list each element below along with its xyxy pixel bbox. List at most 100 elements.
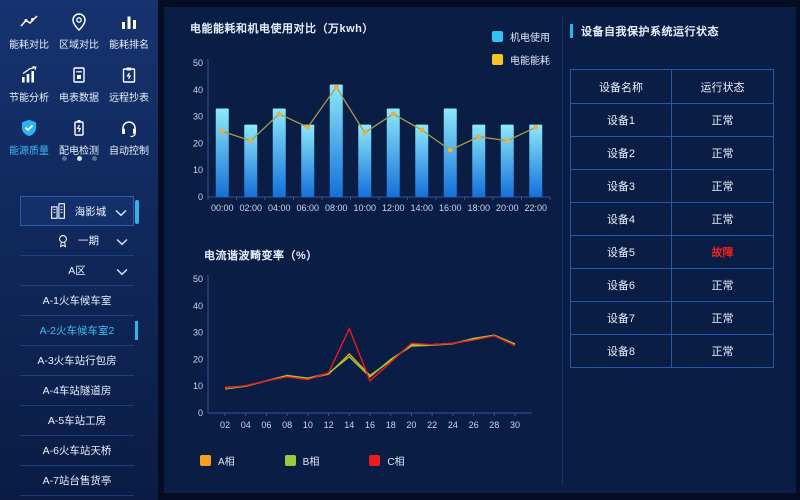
tree-item-6[interactable]: A-3火车站行包房 — [20, 346, 134, 376]
tree-scrollbar-thumb[interactable] — [135, 200, 139, 224]
meter-icon — [69, 65, 89, 85]
svg-text:18: 18 — [386, 420, 396, 430]
tree-item-label: A-5车站工房 — [47, 415, 107, 427]
device-status-cell: 正常 — [711, 346, 734, 358]
device-status-table: 设备名称 运行状态 设备1 正常 设备2 正常 设备3 正常 设备4 正常 设备5 故障 设备6 正常 设备… — [570, 69, 774, 368]
tree-item-7[interactable]: A-4车站隧道房 — [20, 376, 134, 406]
menu-item-5[interactable]: 电表数据 — [54, 65, 104, 104]
menu-item-label: 能源质量 — [9, 146, 49, 157]
pagination-dot-3[interactable] — [91, 156, 97, 161]
device-name-cell: 设备4 — [571, 203, 672, 235]
clipboard-icon — [119, 65, 139, 85]
svg-text:40: 40 — [193, 85, 203, 95]
legend-label: 电能能耗 — [510, 56, 550, 67]
menu-item-7[interactable]: 能源质量 — [4, 118, 54, 157]
table-row: 设备8 正常 — [571, 334, 773, 367]
tree-item-8[interactable]: A-5车站工房 — [20, 406, 134, 436]
tree-item-label: A-1火车候车室 — [42, 295, 112, 307]
svg-text:40: 40 — [193, 301, 203, 311]
panel-divider — [562, 15, 563, 485]
building-icon — [48, 201, 68, 221]
legend-swatch — [284, 455, 296, 466]
svg-text:30: 30 — [193, 328, 203, 338]
svg-text:18:00: 18:00 — [467, 203, 490, 213]
bar-line-chart: 0 10 20 30 40 50 00:00 02:00 04:00 06:00 08:00 10:0… — [193, 58, 551, 213]
legend-item-机电使用[interactable]: 机电使用 — [492, 29, 550, 44]
legend-item-C相[interactable]: C相 — [369, 453, 405, 468]
svg-text:00:00: 00:00 — [211, 203, 234, 213]
tree-item-label: A-4车站隧道房 — [42, 385, 112, 397]
tree-item-1[interactable]: 海影城 — [20, 196, 134, 226]
tree-item-label: A-2火车候车室2 — [39, 325, 115, 337]
menu-item-9[interactable]: 自动控制 — [104, 118, 154, 157]
menu-item-label: 能耗对比 — [9, 40, 49, 51]
menu-item-label: 电表数据 — [59, 93, 99, 104]
table-header-cell: 设备名称 — [571, 70, 672, 103]
legend-item-B相[interactable]: B相 — [284, 453, 320, 468]
menu-item-1[interactable]: 能耗对比 — [4, 12, 54, 51]
chevron-down-icon — [116, 237, 128, 246]
pagination-dot-2[interactable] — [76, 156, 82, 161]
tree-item-4[interactable]: A-1火车候车室 — [20, 286, 134, 316]
tree-item-label: A区 — [68, 265, 86, 277]
table-row: 设备2 正常 — [571, 136, 773, 169]
tree-item-10[interactable]: A-7站台售货亭 — [20, 466, 134, 496]
menu-item-8[interactable]: 配电检测 — [54, 118, 104, 157]
menu-pagination — [0, 156, 158, 161]
svg-text:06: 06 — [261, 420, 271, 430]
table-row: 设备1 正常 — [571, 103, 773, 136]
ranking-icon — [119, 12, 139, 32]
svg-text:16: 16 — [365, 420, 375, 430]
line-chart-legend: A相 B相 C相 — [200, 453, 405, 468]
tree-item-9[interactable]: A-6火车站天桥 — [20, 436, 134, 466]
trend-icon — [19, 12, 39, 32]
line-chart-title: 电流谐波畸变率（%） — [204, 250, 318, 262]
menu-item-2[interactable]: 区域对比 — [54, 12, 104, 51]
tree-item-2[interactable]: 一期 — [20, 226, 134, 256]
tree-item-label: A-7站台售货亭 — [42, 475, 112, 487]
svg-text:20: 20 — [193, 354, 203, 364]
svg-text:24: 24 — [448, 420, 458, 430]
legend-item-A相[interactable]: A相 — [200, 453, 235, 468]
bar-chart-title: 电能能耗和机电使用对比（万kwh） — [190, 23, 374, 35]
device-status-cell: 正常 — [711, 181, 734, 193]
svg-text:28: 28 — [489, 420, 499, 430]
location-tree: 海影城 一期 A区 A-1火车候车室 A-2火车候车室2 A-3火车站行包房 A-4车站隧道… — [0, 196, 158, 496]
svg-text:02: 02 — [220, 420, 230, 430]
svg-text:12:00: 12:00 — [382, 203, 405, 213]
menu-item-6[interactable]: 远程抄表 — [104, 65, 154, 104]
menu-item-4[interactable]: 节能分析 — [4, 65, 54, 104]
battery-icon — [69, 118, 89, 138]
pagination-dot-1[interactable] — [61, 156, 67, 161]
bar-chart-legend: 机电使用电能能耗 — [492, 29, 550, 67]
right-panel-title: 设备自我保护系统运行状态 — [581, 26, 719, 38]
device-status-cell: 正常 — [711, 313, 734, 325]
sidebar: 能耗对比 区域对比 能耗排名节能分析 电表数据 远程抄表能源质量 配电检测 自动控制 海影城… — [0, 0, 158, 500]
chevron-down-icon — [115, 208, 127, 217]
device-name-cell: 设备8 — [571, 335, 672, 367]
svg-text:10:00: 10:00 — [353, 203, 376, 213]
table-row: 设备4 正常 — [571, 202, 773, 235]
title-accent-bar — [570, 24, 573, 38]
svg-text:14: 14 — [344, 420, 354, 430]
menu-item-label: 区域对比 — [59, 40, 99, 51]
table-header-row: 设备名称 运行状态 — [571, 70, 773, 103]
svg-text:16:00: 16:00 — [439, 203, 462, 213]
tree-item-5[interactable]: A-2火车候车室2 — [20, 316, 138, 346]
badge-icon — [55, 233, 71, 249]
svg-text:30: 30 — [193, 112, 203, 122]
svg-text:20:00: 20:00 — [496, 203, 519, 213]
menu-item-label: 节能分析 — [9, 93, 49, 104]
menu-item-3[interactable]: 能耗排名 — [104, 12, 154, 51]
tree-item-3[interactable]: A区 — [20, 256, 134, 286]
legend-item-电能能耗[interactable]: 电能能耗 — [492, 52, 550, 67]
svg-text:04:00: 04:00 — [268, 203, 291, 213]
device-status-cell: 正常 — [711, 115, 734, 127]
svg-text:10: 10 — [193, 381, 203, 391]
table-row: 设备3 正常 — [571, 169, 773, 202]
svg-text:0: 0 — [198, 192, 203, 202]
svg-text:0: 0 — [198, 408, 203, 418]
legend-label: B相 — [302, 457, 320, 468]
svg-text:10: 10 — [303, 420, 313, 430]
device-status-cell: 正常 — [711, 280, 734, 292]
